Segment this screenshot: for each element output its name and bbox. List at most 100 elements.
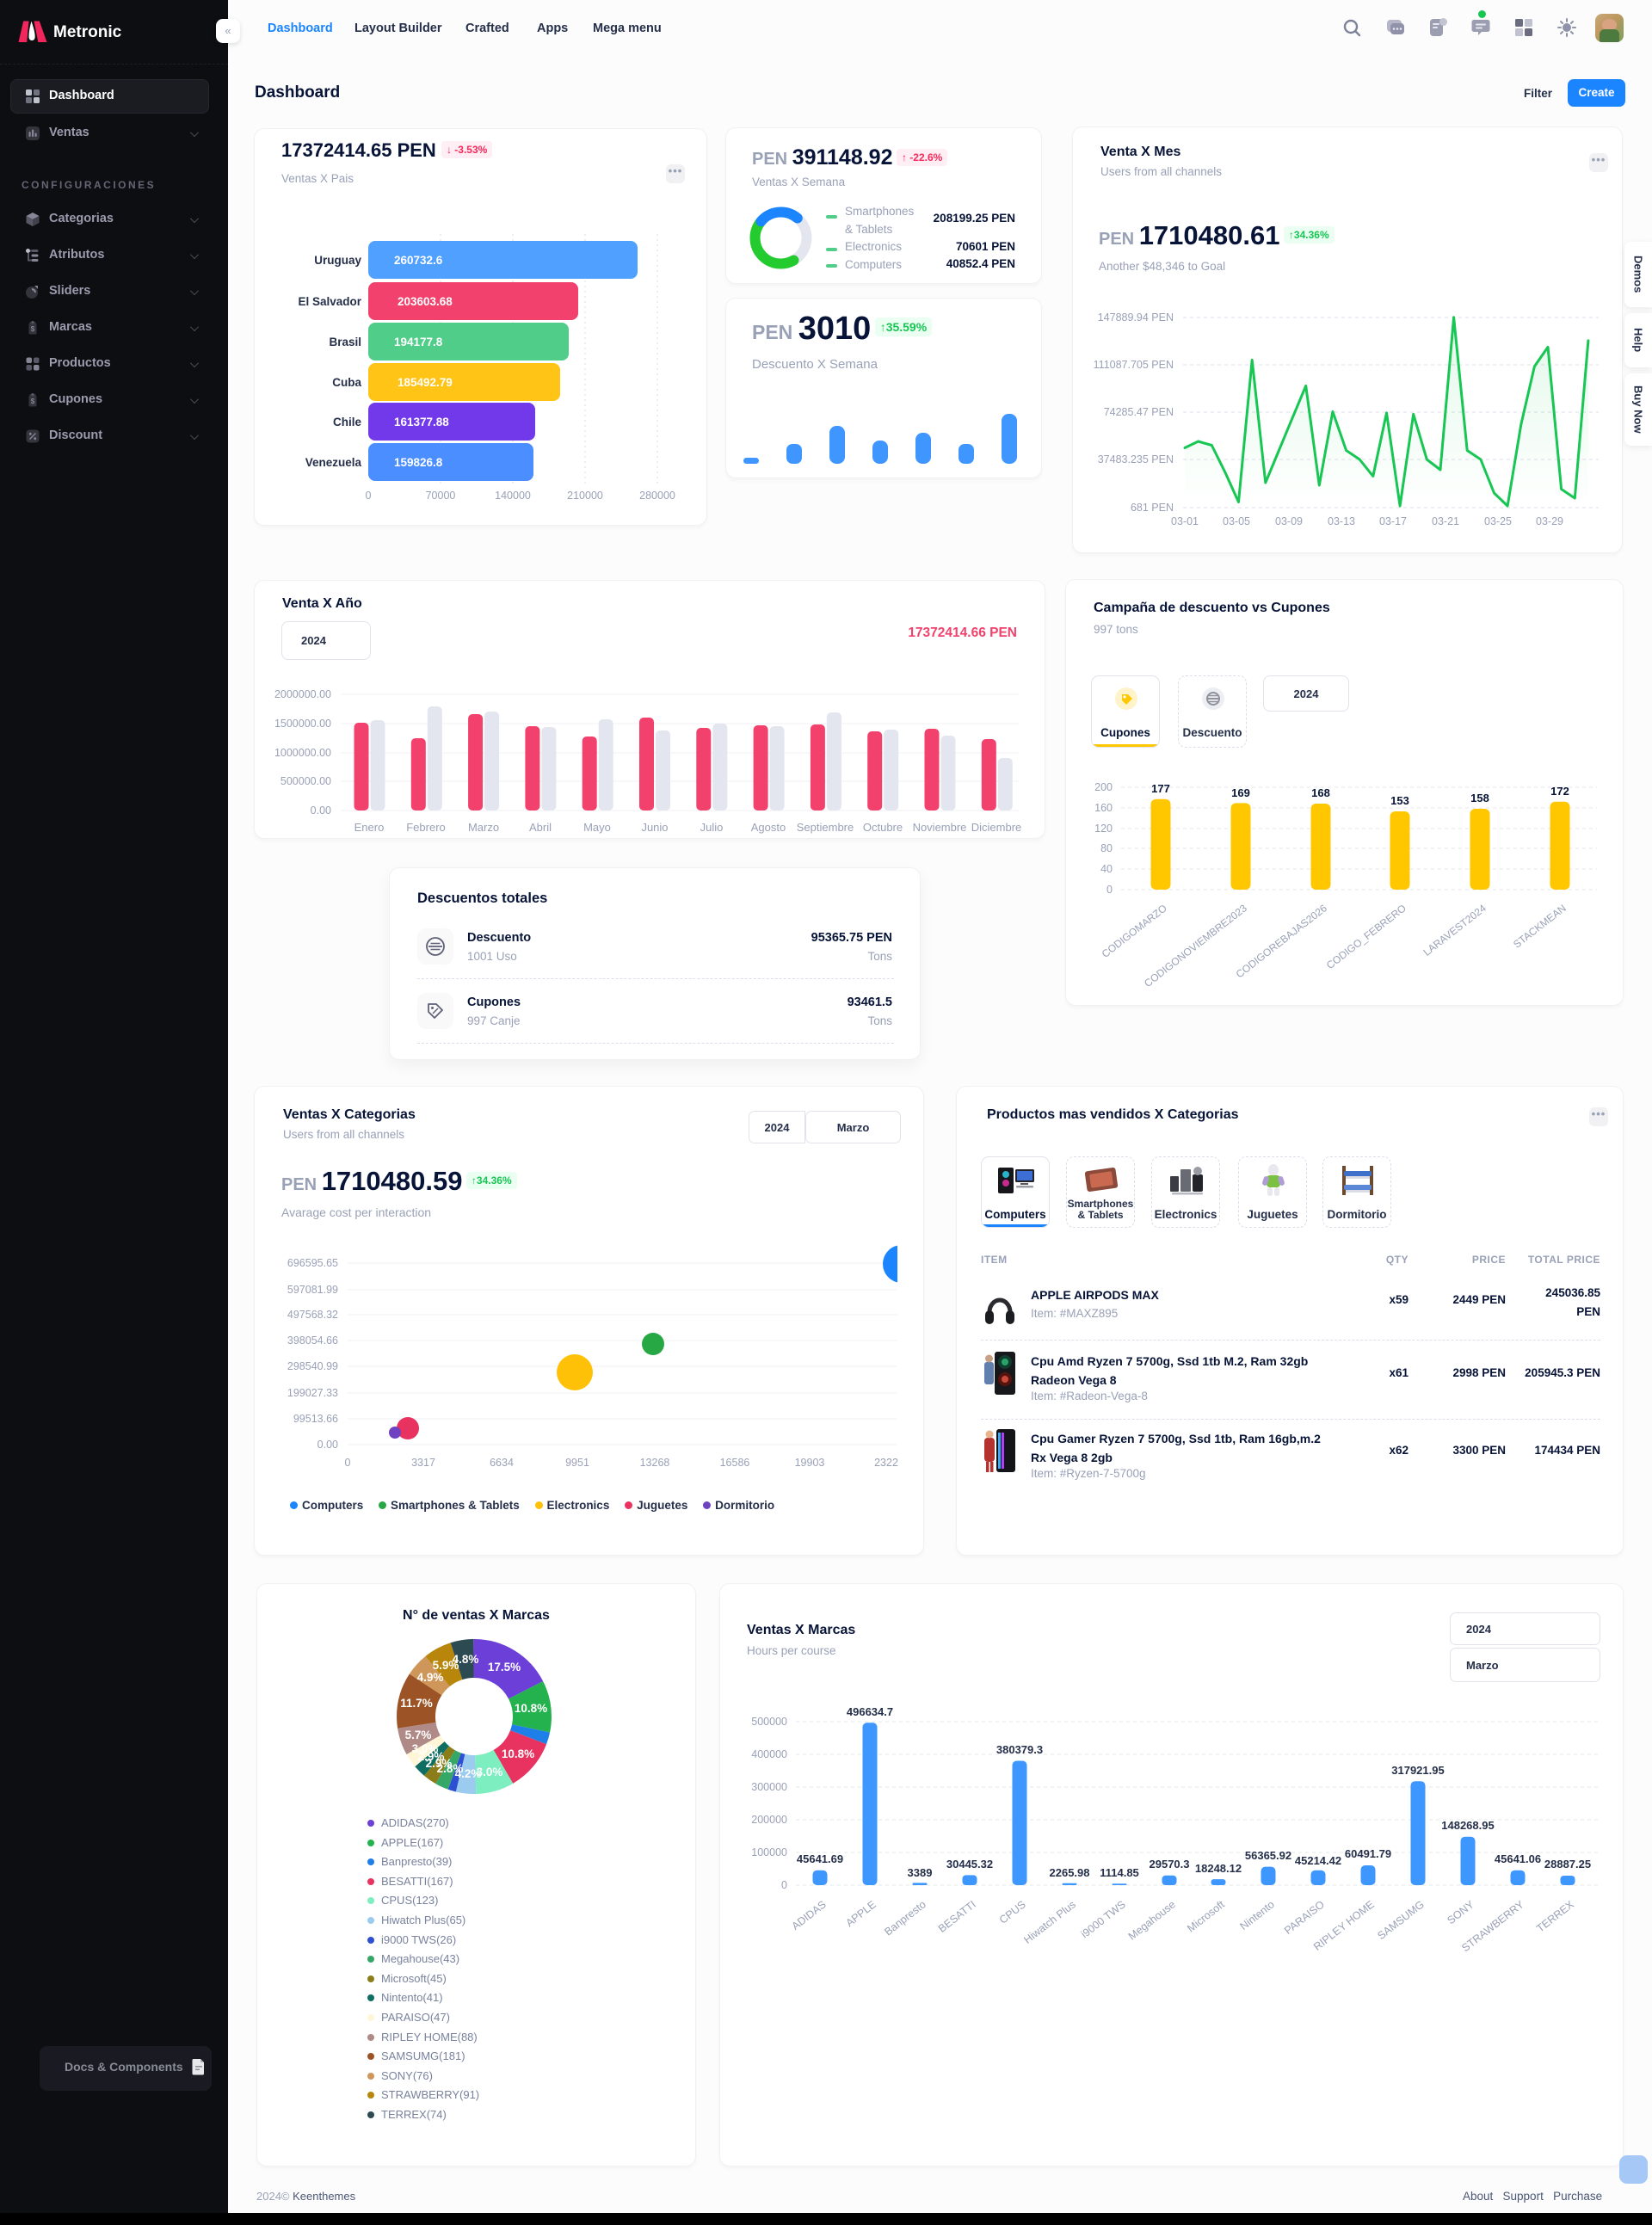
- svg-text:681 PEN: 681 PEN: [1131, 502, 1174, 514]
- svg-text:CODIGOREBAJAS2026: CODIGOREBAJAS2026: [1234, 902, 1329, 980]
- svg-text:80: 80: [1100, 842, 1113, 854]
- svg-text:Septiembre: Septiembre: [797, 821, 854, 834]
- svg-text:2.9%: 2.9%: [426, 1757, 453, 1770]
- svg-text:210000: 210000: [567, 490, 603, 502]
- svg-text:Octubre: Octubre: [863, 821, 903, 834]
- svg-text:Mayo: Mayo: [583, 821, 611, 834]
- svg-text:2265.98: 2265.98: [1050, 1866, 1090, 1879]
- svg-text:172: 172: [1550, 785, 1569, 798]
- svg-text:5.9%: 5.9%: [433, 1659, 459, 1672]
- svg-text:5.7%: 5.7%: [405, 1729, 432, 1741]
- svg-text:Agosto: Agosto: [751, 821, 786, 834]
- svg-text:148268.95: 148268.95: [1441, 1819, 1494, 1832]
- svg-text:696595.65: 696595.65: [287, 1257, 338, 1269]
- svg-text:300000: 300000: [751, 1781, 787, 1793]
- svg-text:100000: 100000: [751, 1846, 787, 1858]
- svg-text:Cuba: Cuba: [332, 376, 361, 389]
- svg-text:0: 0: [781, 1879, 787, 1891]
- svg-text:199027.33: 199027.33: [287, 1387, 338, 1399]
- svg-text:317921.95: 317921.95: [1391, 1764, 1444, 1777]
- svg-text:111087.705 PEN: 111087.705 PEN: [1094, 359, 1174, 371]
- svg-text:169: 169: [1231, 786, 1250, 799]
- svg-text:LARAVEST2024: LARAVEST2024: [1421, 902, 1489, 958]
- svg-text:4.9%: 4.9%: [417, 1671, 444, 1684]
- svg-text:CPUS: CPUS: [997, 1898, 1028, 1926]
- svg-text:9951: 9951: [565, 1457, 589, 1469]
- svg-text:194177.8: 194177.8: [394, 336, 443, 348]
- svg-text:147889.94 PEN: 147889.94 PEN: [1098, 311, 1174, 324]
- svg-text:2.9%: 2.9%: [418, 1750, 445, 1763]
- svg-text:140000: 140000: [495, 490, 531, 502]
- svg-text:3.0%: 3.0%: [412, 1742, 439, 1755]
- svg-text:Enero: Enero: [354, 821, 385, 834]
- svg-text:$: $: [31, 398, 35, 405]
- svg-text:CODIGO_FEBRERO: CODIGO_FEBRERO: [1324, 902, 1409, 971]
- svg-text:0.00: 0.00: [311, 804, 331, 817]
- svg-text:Brasil: Brasil: [329, 336, 361, 348]
- svg-text:Chile: Chile: [333, 416, 361, 428]
- svg-text:Nintento: Nintento: [1238, 1898, 1277, 1932]
- svg-text:Megahouse: Megahouse: [1126, 1898, 1178, 1942]
- svg-text:1000000.00: 1000000.00: [274, 747, 331, 759]
- svg-text:160: 160: [1094, 802, 1113, 814]
- svg-text:11.7%: 11.7%: [400, 1697, 433, 1710]
- svg-text:200: 200: [1094, 781, 1113, 793]
- svg-text:597081.99: 597081.99: [287, 1284, 338, 1296]
- svg-text:3317: 3317: [411, 1457, 435, 1469]
- svg-text:185492.79: 185492.79: [398, 376, 453, 389]
- svg-text:3.0%: 3.0%: [477, 1766, 503, 1778]
- svg-text:Microsoft: Microsoft: [1185, 1898, 1227, 1935]
- svg-text:0: 0: [1106, 884, 1113, 896]
- svg-text:STACKMEAN: STACKMEAN: [1511, 902, 1569, 950]
- svg-text:120: 120: [1094, 823, 1113, 835]
- svg-text:500000: 500000: [751, 1716, 787, 1728]
- svg-text:SONY: SONY: [1445, 1898, 1476, 1926]
- svg-text:$: $: [31, 325, 35, 333]
- svg-text:159826.8: 159826.8: [394, 456, 443, 469]
- svg-text:0: 0: [366, 490, 372, 502]
- svg-text:298540.99: 298540.99: [287, 1360, 338, 1372]
- svg-text:1114.85: 1114.85: [1100, 1866, 1139, 1879]
- svg-text:500000.00: 500000.00: [280, 775, 331, 787]
- svg-text:153: 153: [1390, 794, 1409, 807]
- svg-text:398054.66: 398054.66: [287, 1334, 338, 1347]
- svg-text:El Salvador: El Salvador: [298, 295, 361, 308]
- svg-text:APPLE: APPLE: [843, 1898, 878, 1929]
- svg-text:3389: 3389: [908, 1866, 933, 1879]
- svg-text:1500000.00: 1500000.00: [274, 718, 331, 730]
- svg-text:158: 158: [1470, 792, 1489, 804]
- svg-text:Julio: Julio: [700, 821, 724, 834]
- svg-text:28887.25: 28887.25: [1544, 1858, 1591, 1871]
- svg-text:Hiwatch Plus: Hiwatch Plus: [1021, 1898, 1078, 1946]
- svg-text:03-01: 03-01: [1171, 515, 1199, 527]
- svg-text:203603.68: 203603.68: [398, 295, 453, 308]
- svg-text:ADIDAS: ADIDAS: [790, 1898, 829, 1932]
- svg-text:74285.47 PEN: 74285.47 PEN: [1104, 406, 1174, 418]
- svg-text:2000000.00: 2000000.00: [274, 688, 331, 700]
- svg-text:10.8%: 10.8%: [515, 1702, 547, 1715]
- svg-text:99513.66: 99513.66: [293, 1413, 338, 1425]
- svg-text:Junio: Junio: [641, 821, 668, 834]
- svg-text:0.00: 0.00: [317, 1439, 338, 1451]
- svg-text:13268: 13268: [640, 1457, 670, 1469]
- svg-text:TERREX: TERREX: [1534, 1898, 1576, 1935]
- svg-text:161377.88: 161377.88: [394, 416, 449, 428]
- svg-text:45214.42: 45214.42: [1295, 1854, 1341, 1867]
- svg-text:400000: 400000: [751, 1748, 787, 1760]
- svg-text:Diciembre: Diciembre: [971, 821, 1022, 834]
- svg-text:03-25: 03-25: [1484, 515, 1512, 527]
- svg-text:4.8%: 4.8%: [453, 1653, 479, 1666]
- svg-text:Abril: Abril: [529, 821, 552, 834]
- svg-text:37483.235 PEN: 37483.235 PEN: [1098, 453, 1174, 465]
- svg-text:4.2%: 4.2%: [455, 1767, 482, 1780]
- svg-text:03-05: 03-05: [1223, 515, 1250, 527]
- svg-text:45641.69: 45641.69: [797, 1852, 843, 1865]
- svg-text:497568.32: 497568.32: [287, 1309, 338, 1321]
- svg-text:03-29: 03-29: [1536, 515, 1563, 527]
- svg-text:2322: 2322: [874, 1457, 898, 1469]
- svg-text:10.8%: 10.8%: [502, 1747, 534, 1760]
- svg-text:Marzo: Marzo: [468, 821, 499, 834]
- svg-text:200000: 200000: [751, 1814, 787, 1826]
- svg-text:18248.12: 18248.12: [1195, 1862, 1242, 1875]
- svg-text:03-17: 03-17: [1379, 515, 1407, 527]
